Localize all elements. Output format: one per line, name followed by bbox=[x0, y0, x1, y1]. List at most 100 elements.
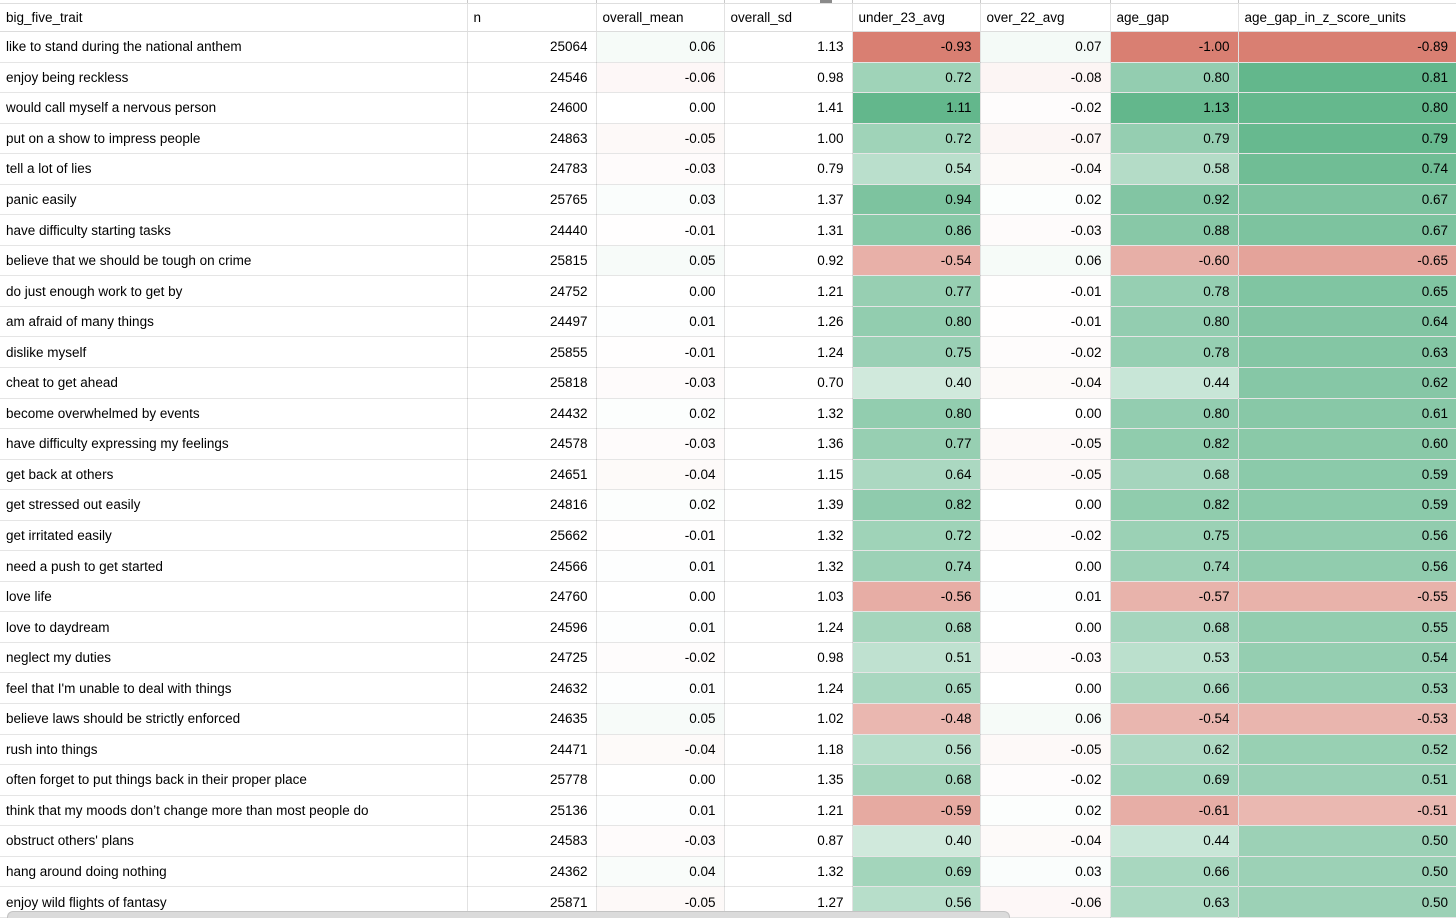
cell-age_gap[interactable]: 0.92 bbox=[1110, 184, 1239, 216]
cell-n[interactable]: 25818 bbox=[467, 367, 597, 399]
cell-overall_sd[interactable]: 1.21 bbox=[724, 275, 853, 307]
cell-overall_sd[interactable]: 0.92 bbox=[724, 245, 853, 277]
cell-under_23_avg[interactable]: 0.75 bbox=[852, 336, 981, 369]
cell-big_five_trait[interactable]: need a push to get started bbox=[0, 550, 468, 582]
cell-overall_mean[interactable]: -0.03 bbox=[596, 153, 725, 185]
cell-overall_mean[interactable]: -0.03 bbox=[596, 428, 725, 460]
column-header-overall_mean[interactable]: overall_mean bbox=[596, 4, 725, 32]
cell-under_23_avg[interactable]: 0.72 bbox=[852, 123, 981, 155]
cell-age_gap_in_z_score_units[interactable]: 0.79 bbox=[1238, 123, 1456, 155]
cell-n[interactable]: 24432 bbox=[467, 398, 597, 430]
column-header-overall_sd[interactable]: overall_sd bbox=[724, 4, 853, 32]
cell-age_gap[interactable]: 0.80 bbox=[1110, 306, 1239, 338]
cell-under_23_avg[interactable]: -0.48 bbox=[852, 703, 981, 735]
cell-overall_sd[interactable]: 0.79 bbox=[724, 153, 853, 185]
cell-age_gap[interactable]: 1.13 bbox=[1110, 92, 1239, 124]
cell-overall_mean[interactable]: -0.01 bbox=[596, 214, 725, 246]
cell-over_22_avg[interactable]: 0.06 bbox=[980, 703, 1111, 735]
cell-big_five_trait[interactable]: feel that I'm unable to deal with things bbox=[0, 672, 468, 705]
cell-overall_sd[interactable]: 1.41 bbox=[724, 92, 853, 124]
cell-over_22_avg[interactable]: -0.05 bbox=[980, 459, 1111, 491]
cell-over_22_avg[interactable]: -0.04 bbox=[980, 367, 1111, 399]
cell-under_23_avg[interactable]: 0.86 bbox=[852, 214, 981, 246]
cell-under_23_avg[interactable]: 0.74 bbox=[852, 550, 981, 582]
cell-overall_mean[interactable]: -0.04 bbox=[596, 734, 725, 766]
cell-n[interactable]: 24600 bbox=[467, 92, 597, 124]
cell-overall_sd[interactable]: 1.32 bbox=[724, 550, 853, 582]
cell-overall_mean[interactable]: -0.03 bbox=[596, 825, 725, 857]
cell-age_gap[interactable]: 0.80 bbox=[1110, 62, 1239, 94]
cell-over_22_avg[interactable]: 0.03 bbox=[980, 856, 1111, 888]
cell-age_gap[interactable]: 0.79 bbox=[1110, 123, 1239, 155]
cell-big_five_trait[interactable]: get back at others bbox=[0, 459, 468, 491]
cell-age_gap_in_z_score_units[interactable]: 0.59 bbox=[1238, 459, 1456, 491]
cell-n[interactable]: 24783 bbox=[467, 153, 597, 185]
cell-overall_sd[interactable]: 1.36 bbox=[724, 428, 853, 460]
cell-over_22_avg[interactable]: 0.00 bbox=[980, 489, 1111, 521]
cell-overall_mean[interactable]: -0.03 bbox=[596, 367, 725, 399]
cell-age_gap[interactable]: 0.74 bbox=[1110, 550, 1239, 582]
cell-under_23_avg[interactable]: 0.69 bbox=[852, 856, 981, 888]
cell-age_gap_in_z_score_units[interactable]: -0.65 bbox=[1238, 245, 1456, 277]
cell-n[interactable]: 24725 bbox=[467, 642, 597, 674]
cell-big_five_trait[interactable]: would call myself a nervous person bbox=[0, 92, 468, 124]
cell-n[interactable]: 24362 bbox=[467, 856, 597, 888]
cell-big_five_trait[interactable]: become overwhelmed by events bbox=[0, 398, 468, 430]
cell-n[interactable]: 25855 bbox=[467, 336, 597, 369]
cell-overall_sd[interactable]: 1.15 bbox=[724, 459, 853, 491]
cell-age_gap_in_z_score_units[interactable]: 0.61 bbox=[1238, 398, 1456, 430]
cell-age_gap[interactable]: 0.78 bbox=[1110, 275, 1239, 307]
cell-overall_mean[interactable]: 0.02 bbox=[596, 398, 725, 430]
cell-n[interactable]: 25064 bbox=[467, 31, 597, 63]
cell-overall_mean[interactable]: -0.01 bbox=[596, 336, 725, 369]
cell-age_gap[interactable]: 0.82 bbox=[1110, 489, 1239, 521]
cell-overall_mean[interactable]: 0.01 bbox=[596, 550, 725, 582]
cell-under_23_avg[interactable]: 0.56 bbox=[852, 734, 981, 766]
cell-big_five_trait[interactable]: tell a lot of lies bbox=[0, 153, 468, 185]
cell-age_gap_in_z_score_units[interactable]: 0.54 bbox=[1238, 642, 1456, 674]
cell-over_22_avg[interactable]: 0.00 bbox=[980, 672, 1111, 705]
cell-n[interactable]: 25815 bbox=[467, 245, 597, 277]
column-header-n[interactable]: n bbox=[467, 4, 597, 32]
cell-overall_mean[interactable]: -0.04 bbox=[596, 459, 725, 491]
cell-overall_mean[interactable]: 0.00 bbox=[596, 581, 725, 613]
cell-n[interactable]: 24471 bbox=[467, 734, 597, 766]
cell-overall_sd[interactable]: 1.24 bbox=[724, 672, 853, 705]
cell-big_five_trait[interactable]: think that my moods don’t change more th… bbox=[0, 795, 468, 827]
cell-big_five_trait[interactable]: love to daydream bbox=[0, 611, 468, 643]
cell-under_23_avg[interactable]: 0.54 bbox=[852, 153, 981, 185]
cell-age_gap_in_z_score_units[interactable]: 0.67 bbox=[1238, 214, 1456, 246]
cell-big_five_trait[interactable]: obstruct others' plans bbox=[0, 825, 468, 857]
cell-over_22_avg[interactable]: -0.04 bbox=[980, 825, 1111, 857]
cell-n[interactable]: 25136 bbox=[467, 795, 597, 827]
cell-age_gap[interactable]: 0.88 bbox=[1110, 214, 1239, 246]
cell-over_22_avg[interactable]: 0.06 bbox=[980, 245, 1111, 277]
cell-n[interactable]: 24578 bbox=[467, 428, 597, 460]
cell-overall_mean[interactable]: -0.01 bbox=[596, 520, 725, 552]
cell-n[interactable]: 24583 bbox=[467, 825, 597, 857]
cell-over_22_avg[interactable]: -0.03 bbox=[980, 642, 1111, 674]
cell-age_gap[interactable]: 0.58 bbox=[1110, 153, 1239, 185]
cell-overall_mean[interactable]: 0.03 bbox=[596, 184, 725, 216]
cell-overall_sd[interactable]: 1.35 bbox=[724, 764, 853, 796]
cell-over_22_avg[interactable]: -0.05 bbox=[980, 734, 1111, 766]
cell-overall_mean[interactable]: 0.01 bbox=[596, 795, 725, 827]
cell-under_23_avg[interactable]: -0.54 bbox=[852, 245, 981, 277]
column-header-age_gap[interactable]: age_gap bbox=[1110, 4, 1239, 32]
cell-big_five_trait[interactable]: have difficulty starting tasks bbox=[0, 214, 468, 246]
cell-over_22_avg[interactable]: -0.05 bbox=[980, 428, 1111, 460]
cell-big_five_trait[interactable]: do just enough work to get by bbox=[0, 275, 468, 307]
cell-age_gap_in_z_score_units[interactable]: 0.64 bbox=[1238, 306, 1456, 338]
cell-n[interactable]: 24497 bbox=[467, 306, 597, 338]
cell-over_22_avg[interactable]: 0.02 bbox=[980, 795, 1111, 827]
horizontal-scrollbar-thumb[interactable] bbox=[7, 911, 1010, 918]
cell-big_five_trait[interactable]: enjoy being reckless bbox=[0, 62, 468, 94]
cell-under_23_avg[interactable]: -0.93 bbox=[852, 31, 981, 63]
cell-under_23_avg[interactable]: 0.40 bbox=[852, 367, 981, 399]
cell-over_22_avg[interactable]: 0.00 bbox=[980, 398, 1111, 430]
cell-overall_sd[interactable]: 1.00 bbox=[724, 123, 853, 155]
cell-big_five_trait[interactable]: panic easily bbox=[0, 184, 468, 216]
cell-overall_sd[interactable]: 0.98 bbox=[724, 642, 853, 674]
cell-age_gap[interactable]: -0.60 bbox=[1110, 245, 1239, 277]
cell-under_23_avg[interactable]: 0.80 bbox=[852, 306, 981, 338]
